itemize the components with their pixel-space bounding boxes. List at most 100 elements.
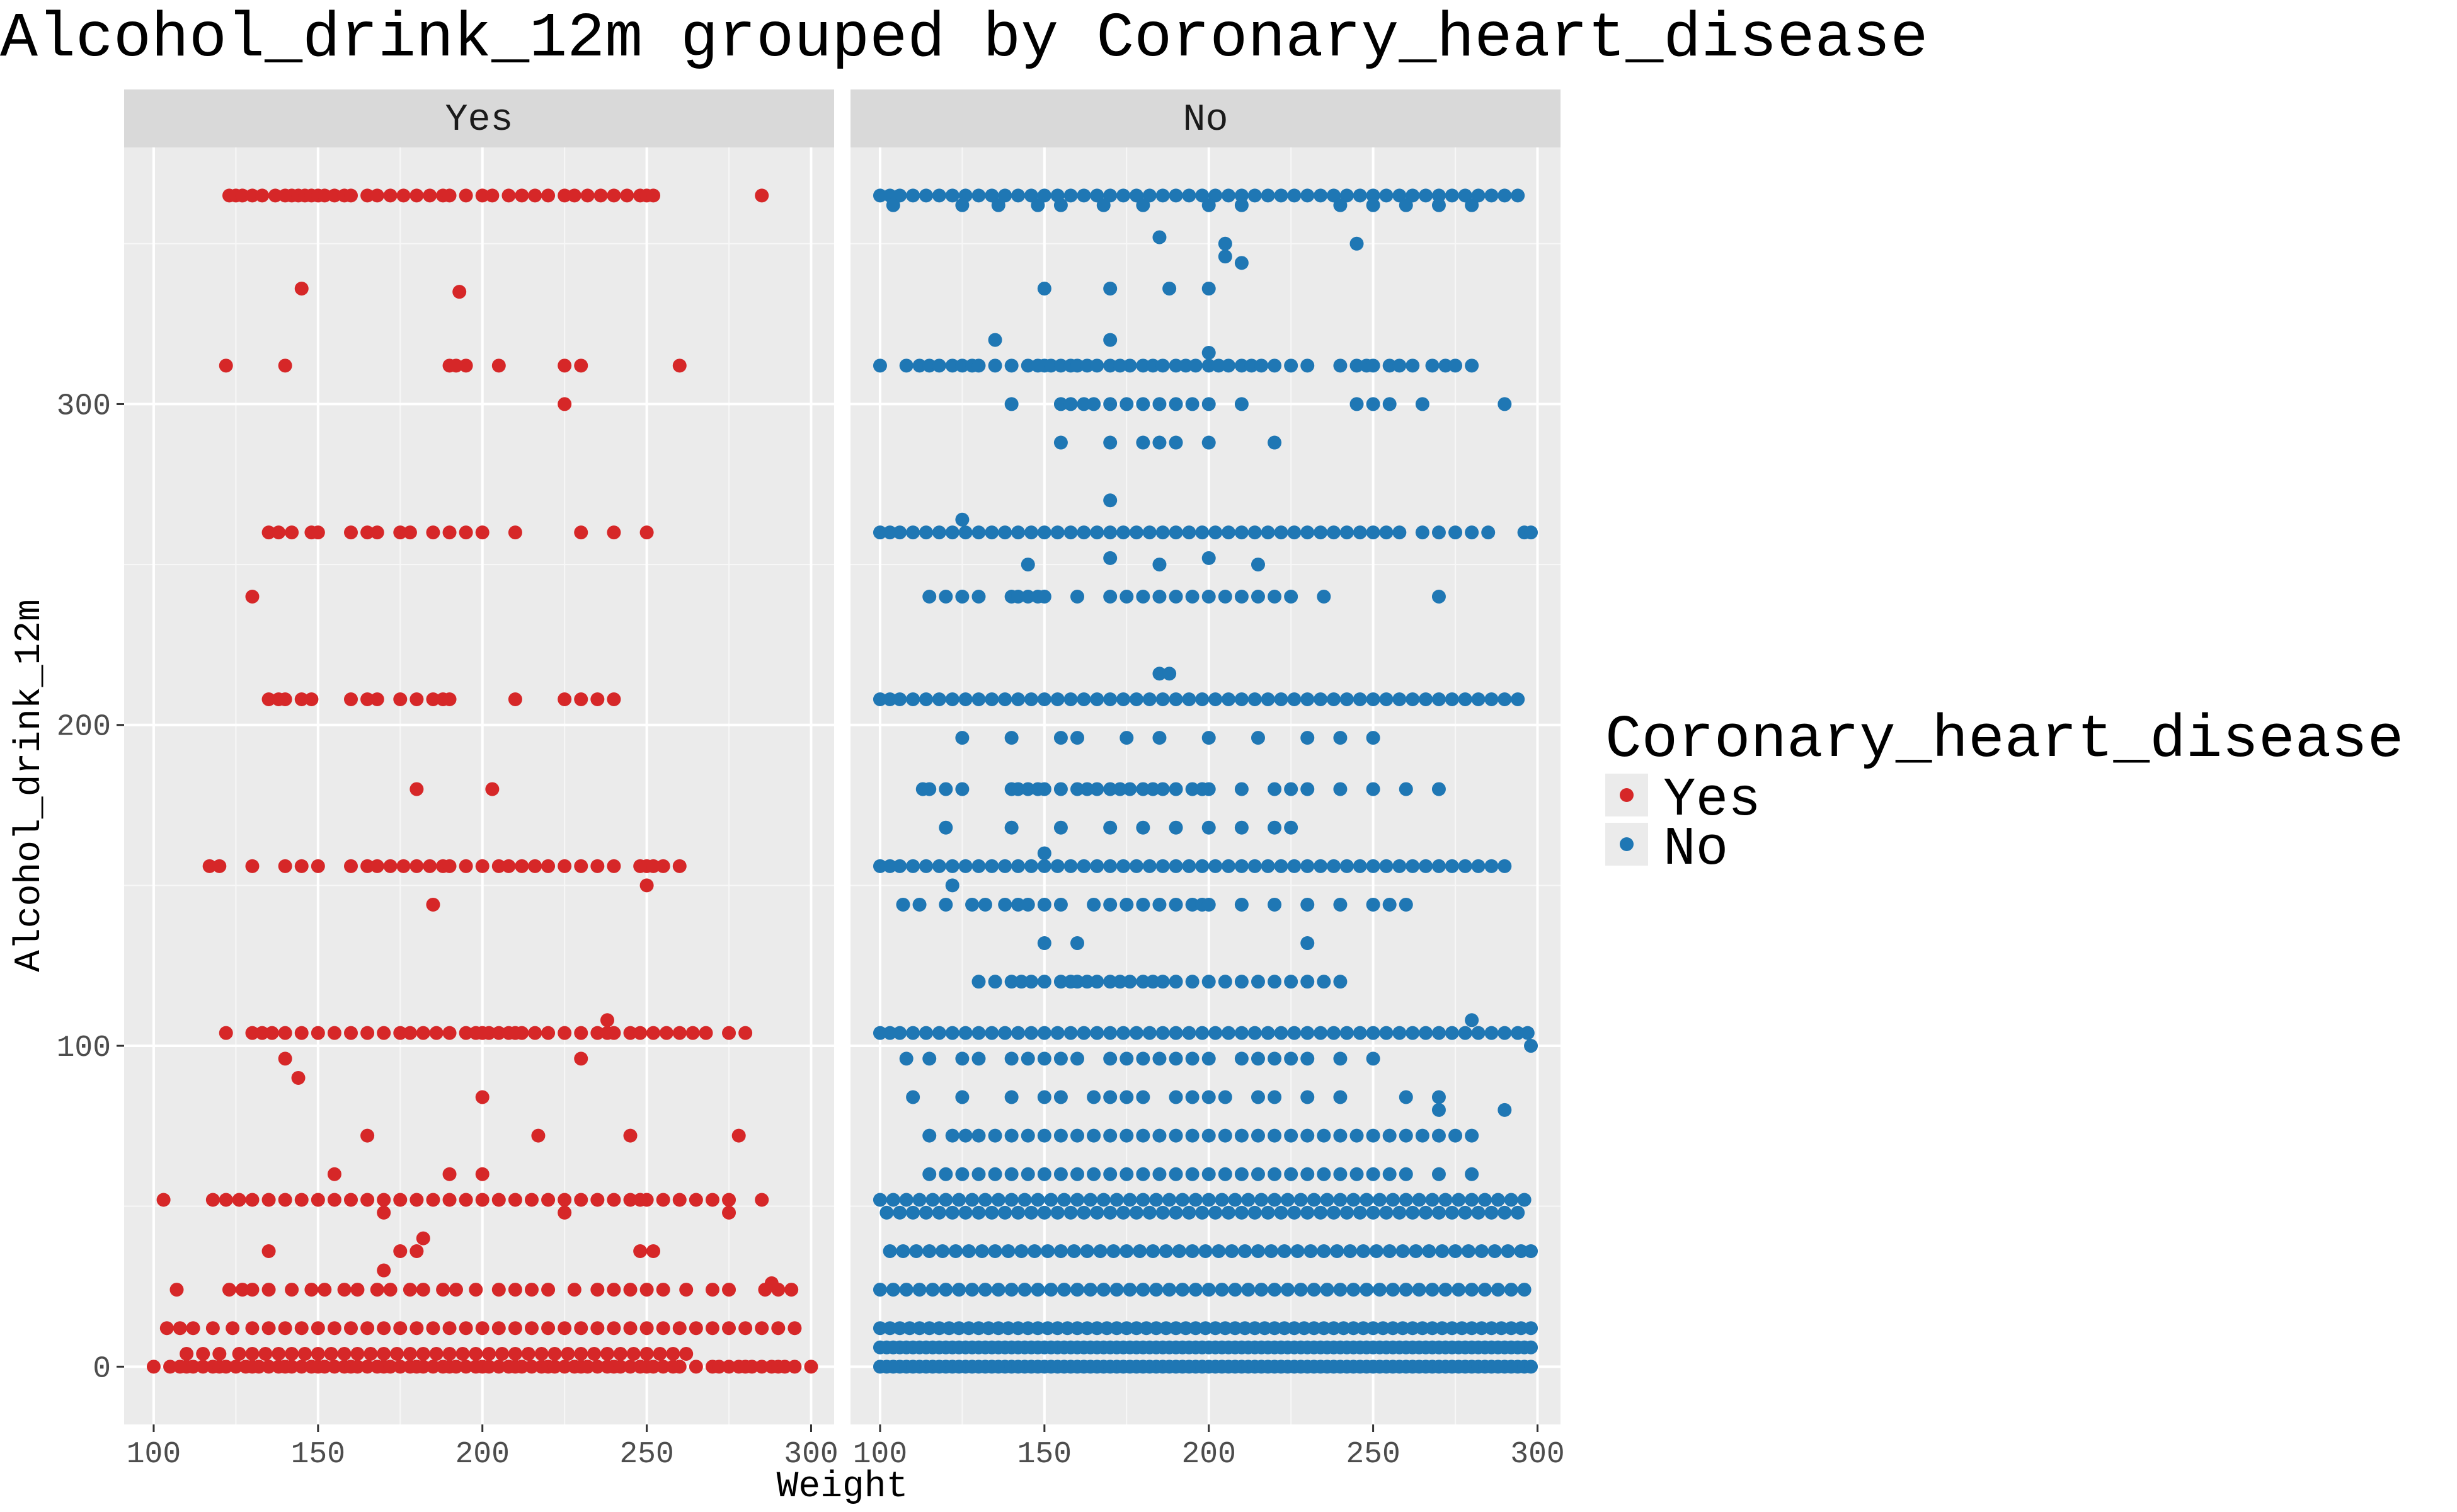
strip-label-yes: Yes: [445, 99, 513, 142]
data-point: [1120, 1090, 1134, 1104]
data-point: [1406, 1026, 1420, 1040]
data-point: [1201, 1193, 1216, 1207]
data-point: [607, 525, 621, 540]
data-point: [932, 692, 946, 706]
data-point: [1284, 1051, 1298, 1066]
data-point: [978, 897, 992, 912]
data-point: [945, 525, 959, 540]
data-point: [1385, 1283, 1400, 1297]
data-point: [426, 1360, 440, 1374]
data-point: [1234, 692, 1249, 706]
data-point: [1474, 1244, 1489, 1258]
data-point: [971, 188, 986, 203]
data-point: [1083, 1193, 1097, 1207]
data-point: [1136, 1283, 1150, 1297]
data-point: [988, 975, 1002, 989]
data-point: [1182, 1205, 1196, 1220]
data-point: [985, 1026, 999, 1040]
data-point: [1201, 397, 1216, 411]
data-point: [1520, 1026, 1535, 1040]
data-point: [1222, 188, 1236, 203]
data-point: [1280, 1193, 1295, 1207]
data-point: [1284, 782, 1298, 796]
data-point: [623, 1026, 638, 1040]
data-point: [1419, 1205, 1433, 1220]
data-point: [1070, 590, 1085, 604]
data-point: [528, 859, 542, 873]
data-point: [607, 188, 621, 203]
data-point: [1419, 859, 1433, 873]
data-point: [261, 1360, 276, 1374]
data-point: [991, 1193, 1005, 1207]
data-point: [1241, 1283, 1256, 1297]
data-point: [1448, 358, 1463, 373]
data-point: [1169, 525, 1183, 540]
data-point: [1274, 1026, 1288, 1040]
data-point: [1169, 1051, 1183, 1066]
data-point: [1293, 1283, 1308, 1297]
data-point: [1379, 692, 1394, 706]
data-point: [1152, 230, 1167, 244]
data-point: [1188, 1321, 1203, 1336]
data-point: [318, 188, 332, 203]
data-point: [567, 1283, 581, 1297]
data-point: [1155, 525, 1170, 540]
data-point: [1031, 198, 1045, 212]
data-point: [1215, 1283, 1229, 1297]
data-point: [1185, 1090, 1200, 1104]
data-point: [1053, 782, 1068, 796]
data-point: [459, 525, 473, 540]
data-point: [1317, 975, 1331, 989]
data-point: [558, 692, 572, 706]
data-point: [1103, 975, 1118, 989]
data-point: [873, 188, 887, 203]
data-point: [1336, 1321, 1351, 1336]
data-point: [1330, 1244, 1344, 1258]
data-point: [689, 1193, 703, 1207]
data-point: [1234, 256, 1249, 270]
data-point: [1162, 1283, 1177, 1297]
data-point: [1024, 1205, 1038, 1220]
data-point: [442, 1026, 457, 1040]
data-point: [541, 188, 556, 203]
data-point: [1314, 1205, 1328, 1220]
data-point: [958, 1205, 973, 1220]
data-point: [1087, 897, 1101, 912]
data-point: [689, 1321, 703, 1336]
data-point: [1366, 1051, 1380, 1066]
data-point: [1300, 358, 1315, 373]
data-point: [219, 358, 233, 373]
data-point: [1182, 188, 1196, 203]
data-point: [1517, 1193, 1532, 1207]
data-point: [1159, 1244, 1173, 1258]
data-point: [1004, 1128, 1019, 1143]
data-point: [722, 1283, 736, 1297]
data-point: [1399, 1193, 1413, 1207]
data-point: [1349, 236, 1364, 251]
data-point: [410, 1193, 424, 1207]
data-point: [304, 1283, 319, 1297]
data-point: [1471, 859, 1486, 873]
data-point: [541, 1321, 556, 1336]
data-point: [1234, 820, 1249, 835]
data-point: [1498, 859, 1512, 873]
data-point: [1307, 1283, 1321, 1297]
data-point: [1425, 1321, 1440, 1336]
data-point: [344, 1193, 358, 1207]
data-point: [906, 1026, 920, 1040]
data-point: [1103, 493, 1118, 508]
x-tick-label: 100: [853, 1438, 907, 1472]
data-point: [212, 1346, 227, 1361]
data-point: [364, 1346, 378, 1361]
data-point: [998, 859, 1012, 873]
data-point: [1109, 1321, 1124, 1336]
data-point: [426, 692, 440, 706]
data-point: [360, 1128, 375, 1143]
data-point: [919, 1205, 934, 1220]
data-point: [922, 1051, 937, 1066]
data-point: [1234, 1026, 1249, 1040]
data-point: [272, 1346, 286, 1361]
data-point: [1251, 1167, 1265, 1181]
data-point: [764, 1276, 779, 1290]
data-point: [1159, 1321, 1173, 1336]
